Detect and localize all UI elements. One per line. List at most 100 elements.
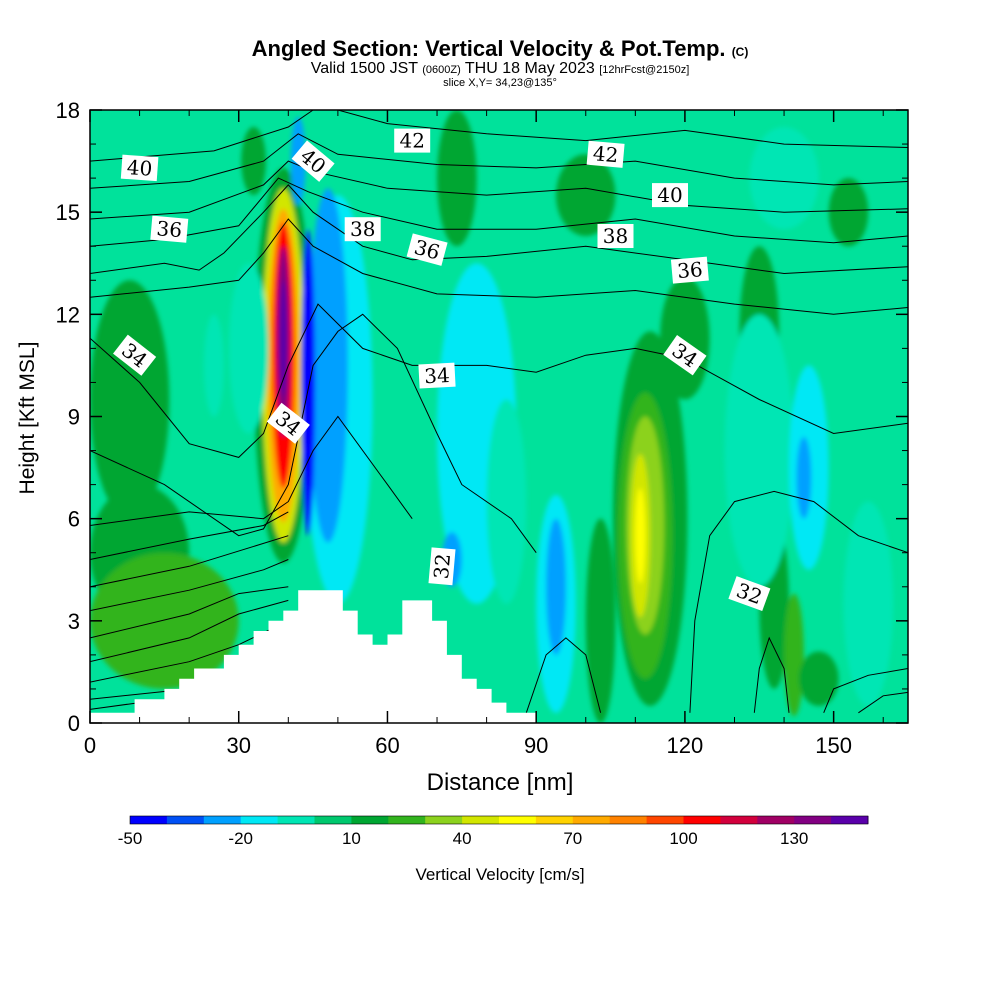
colorbar-swatch: [646, 816, 684, 824]
colorbar-swatch: [388, 816, 426, 824]
colorbar-swatch: [794, 816, 832, 824]
y-tick-label: 3: [68, 609, 80, 634]
theta-contour-line: [858, 691, 908, 714]
colorbar-swatch: [831, 816, 869, 824]
theta-contour-line: [525, 637, 602, 713]
velocity-cell: [308, 188, 348, 543]
colorbar-tick-label: 10: [342, 829, 361, 848]
contour-label: 36: [670, 256, 709, 284]
terrain-profile: [90, 590, 537, 723]
contour-label-text: 38: [603, 224, 628, 248]
theta-contour-line: [90, 415, 413, 526]
contour-label-box: [266, 402, 310, 444]
colorbar-tick-label: 40: [453, 829, 472, 848]
contour-label-text: 40: [126, 155, 153, 181]
contour-label-box: [586, 140, 625, 168]
x-tick-label: 0: [84, 733, 96, 758]
x-tick-label: 90: [524, 733, 548, 758]
x-tick-label: 120: [667, 733, 704, 758]
contour-label-text: 40: [657, 183, 682, 207]
chart-title: Angled Section: Vertical Velocity & Pot.…: [251, 36, 749, 61]
velocity-cell: [546, 518, 566, 655]
contour-label-box: [406, 233, 448, 266]
theta-contour-line: [90, 110, 314, 162]
contour-label: 36: [150, 215, 189, 243]
theta-contour-line: [90, 313, 537, 553]
colorbar-swatch: [572, 816, 611, 824]
colorbar-swatch: [535, 816, 574, 824]
y-axis-label: Height [Kft MSL]: [16, 342, 39, 495]
y-tick-label: 0: [68, 711, 80, 736]
velocity-cell: [724, 314, 794, 587]
contour-label-text: 36: [156, 216, 183, 242]
contour-label-text: 42: [592, 141, 619, 167]
theta-contour-line: [90, 218, 908, 315]
theta-contour-line: [823, 668, 908, 713]
velocity-cell: [556, 154, 616, 237]
velocity-field: [90, 110, 908, 723]
colorbar-swatch: [425, 816, 463, 824]
colorbar-frame: [129, 815, 869, 825]
colorbar-swatch: [609, 816, 648, 824]
contour-label-box: [663, 335, 707, 376]
x-axis-label: Distance [nm]: [427, 769, 574, 796]
theta-contour-line: [90, 511, 289, 560]
theta-contour-line: [337, 110, 908, 148]
contour-label-box: [120, 154, 159, 182]
theta-contour-line: [90, 303, 908, 458]
contour-label-box: [670, 256, 709, 284]
colorbar-swatch: [499, 816, 537, 824]
contour-label: 40: [120, 154, 159, 182]
colorbar: -50 -20 10 40 70 100 130: [118, 815, 869, 848]
colorbar-swatch: [683, 816, 721, 824]
theta-contour-line: [90, 535, 289, 588]
contour-label-text: 32: [429, 553, 455, 580]
y-tick-label: 15: [56, 200, 80, 225]
velocity-cell: [635, 488, 646, 584]
velocity-cell: [90, 280, 170, 519]
contour-label: 42: [394, 128, 431, 153]
velocity-cell: [486, 399, 527, 604]
theta-contour-line: [689, 490, 908, 713]
contour-label-box: [652, 183, 688, 208]
contour-label: 42: [586, 140, 625, 168]
colorbar-swatch: [757, 816, 795, 824]
colorbar-swatch: [277, 816, 315, 824]
contour-label-box: [150, 215, 189, 243]
contour-label-text: 38: [350, 217, 375, 241]
contour-label-text: 42: [399, 129, 424, 153]
velocity-cell: [279, 280, 287, 397]
y-tick-label: 6: [68, 507, 80, 532]
velocity-cell: [798, 651, 839, 706]
contour-label: 34: [418, 362, 456, 389]
contour-label-text: 34: [424, 363, 451, 388]
theta-contour-line: [753, 636, 790, 713]
contour-label-box: [113, 334, 157, 376]
colorbar-swatch: [720, 816, 758, 824]
colorbar-tick-label: -20: [228, 829, 253, 848]
contour-label-box: [597, 224, 634, 248]
theta-contour-line: [90, 160, 908, 220]
y-tick-label: 9: [68, 405, 80, 430]
theta-contour-line: [90, 702, 140, 710]
colorbar-tick-label: 70: [563, 829, 582, 848]
contour-label: 38: [344, 217, 381, 242]
y-tick-label: 18: [56, 98, 80, 123]
terrain: [90, 590, 537, 723]
chart-subtitle: Valid 1500 JST (0600Z) THU 18 May 2023 […: [310, 60, 690, 77]
contour-label-box: [344, 217, 381, 242]
y-tick-label: 12: [56, 302, 80, 327]
slice-info: slice X,Y= 34,23@135°: [443, 77, 557, 89]
colorbar-swatch: [351, 816, 389, 824]
velocity-cell: [585, 518, 616, 723]
x-tick-label: 60: [375, 733, 399, 758]
contour-label-box: [291, 140, 335, 182]
contour-label: 32: [428, 547, 456, 586]
contour-label-box: [394, 128, 431, 153]
velocity-cells: [90, 110, 894, 723]
velocity-cell: [796, 436, 812, 519]
theta-contour-line: [90, 133, 908, 189]
velocity-cell: [828, 178, 869, 247]
contour-label: 40: [652, 183, 688, 208]
